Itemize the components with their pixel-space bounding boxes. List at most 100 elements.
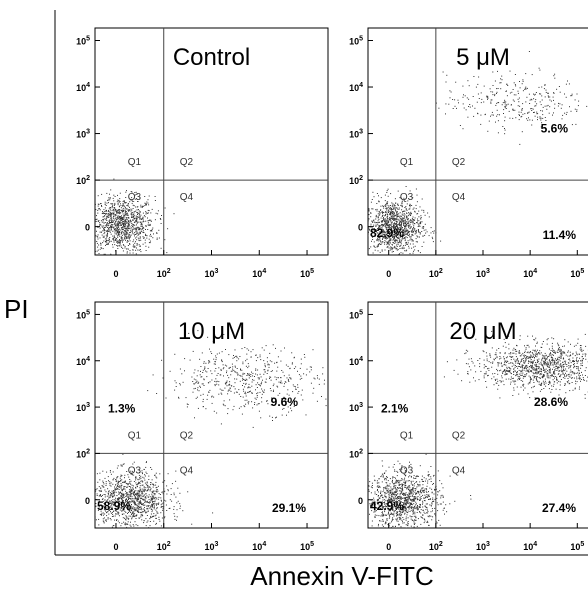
- event-dot: [127, 214, 129, 216]
- event-dot: [288, 411, 290, 413]
- event-dot: [422, 517, 423, 519]
- event-dot: [208, 382, 210, 384]
- event-dot: [403, 503, 405, 505]
- event-dot: [426, 494, 428, 495]
- quadrant-label-q4: Q4: [180, 465, 194, 476]
- event-dot: [370, 231, 372, 232]
- event-dot: [442, 497, 444, 498]
- event-dot: [538, 86, 540, 88]
- event-dot: [243, 405, 245, 407]
- event-dot: [403, 507, 405, 509]
- event-dot: [431, 519, 433, 521]
- event-dot: [384, 215, 386, 217]
- event-dot: [120, 205, 122, 207]
- event-dot: [412, 223, 414, 225]
- event-dot: [394, 227, 396, 229]
- event-dot: [388, 510, 390, 512]
- event-dot: [413, 228, 415, 230]
- event-dot: [419, 499, 420, 501]
- event-dot: [374, 511, 376, 513]
- event-dot: [368, 208, 370, 210]
- event-dot: [394, 220, 396, 222]
- event-dot: [106, 501, 108, 502]
- event-dot: [377, 495, 379, 497]
- event-dot: [393, 227, 395, 229]
- event-dot: [150, 233, 151, 235]
- event-dot: [128, 210, 130, 212]
- event-dot: [426, 495, 428, 497]
- event-dot: [399, 248, 401, 249]
- event-dot: [117, 513, 119, 515]
- event-dot: [151, 496, 153, 498]
- event-dot: [402, 502, 404, 503]
- event-dot: [162, 509, 164, 511]
- event-dot: [114, 219, 116, 221]
- event-dot: [214, 363, 216, 365]
- event-dot: [155, 212, 157, 214]
- event-dot: [112, 227, 114, 228]
- event-dot: [115, 228, 116, 230]
- event-dot: [402, 231, 404, 233]
- event-dot: [376, 222, 377, 224]
- event-dot: [116, 230, 118, 232]
- event-dot: [420, 490, 422, 492]
- event-dot: [440, 240, 442, 242]
- event-dot: [137, 511, 138, 513]
- event-dot: [148, 238, 150, 240]
- event-dot: [137, 492, 139, 494]
- event-dot: [103, 216, 105, 218]
- event-dot: [104, 499, 106, 501]
- event-dot: [135, 230, 137, 232]
- event-dot: [389, 213, 391, 215]
- event-dot: [140, 500, 142, 502]
- event-dot: [163, 499, 165, 501]
- event-dot: [389, 219, 391, 221]
- event-dot: [406, 230, 408, 232]
- event-dot: [154, 501, 156, 503]
- event-dot: [398, 508, 399, 510]
- event-dot: [396, 480, 398, 481]
- event-dot: [393, 211, 395, 213]
- event-dot: [116, 261, 117, 262]
- event-dot: [394, 222, 395, 224]
- event-dot: [418, 236, 420, 238]
- event-dot: [222, 364, 224, 366]
- event-dot: [408, 224, 410, 226]
- event-dot: [379, 237, 381, 239]
- event-dot: [78, 513, 79, 514]
- event-dot: [107, 242, 109, 244]
- event-dot: [73, 210, 74, 211]
- event-dot: [384, 472, 386, 474]
- event-dot: [182, 510, 184, 512]
- event-dot: [139, 485, 141, 487]
- event-dot: [106, 234, 108, 236]
- event-dot: [384, 219, 386, 221]
- event-dot: [403, 197, 405, 199]
- event-dot: [99, 472, 101, 474]
- event-dot: [150, 499, 152, 501]
- event-dot: [134, 502, 136, 504]
- event-dot: [115, 210, 117, 212]
- event-dot: [95, 514, 96, 516]
- event-dot: [132, 226, 134, 228]
- event-dot: [128, 203, 129, 205]
- event-dot: [521, 115, 523, 117]
- event-dot: [388, 512, 389, 514]
- event-dot: [113, 226, 115, 228]
- event-dot: [410, 506, 412, 508]
- event-dot: [398, 496, 400, 498]
- event-dot: [404, 500, 406, 501]
- event-dot: [505, 108, 507, 109]
- event-dot: [386, 204, 388, 206]
- event-dot: [146, 237, 148, 239]
- event-dot: [92, 202, 93, 203]
- event-dot: [135, 228, 137, 230]
- event-dot: [130, 511, 131, 513]
- event-dot: [134, 496, 136, 498]
- event-dot: [397, 218, 399, 220]
- event-dot: [396, 248, 398, 250]
- event-dot: [496, 115, 498, 117]
- event-dot: [145, 233, 146, 235]
- event-dot: [340, 357, 341, 358]
- event-dot: [90, 524, 91, 525]
